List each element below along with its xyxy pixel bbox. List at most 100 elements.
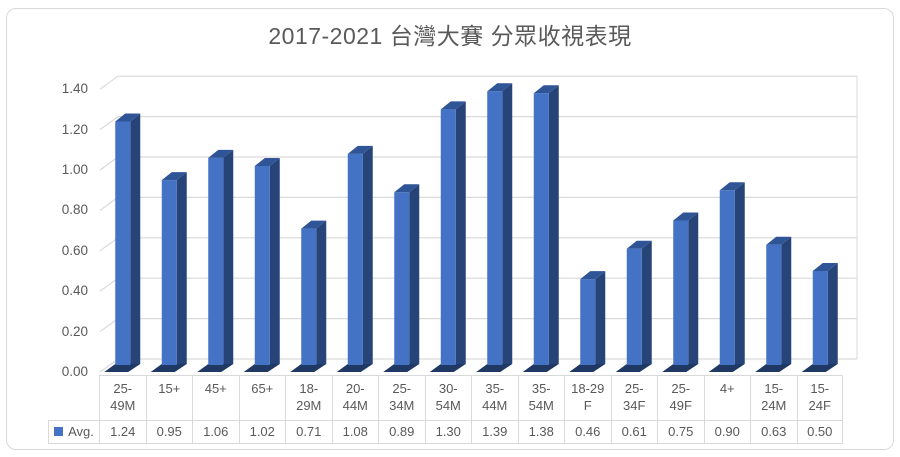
bar-15+[interactable]: [150, 172, 187, 372]
bar-30-54M[interactable]: [429, 101, 466, 372]
bar-front-face: [487, 91, 503, 365]
bar-front-face: [394, 192, 410, 365]
bar-bottom-face: [801, 364, 838, 372]
series-marker-icon: [54, 427, 64, 436]
bar-top-face: [440, 101, 466, 110]
bar-top-face: [766, 236, 792, 245]
bar-side-face: [641, 240, 652, 364]
category-header-cell: 25- 49F: [657, 375, 704, 420]
bar-18-29M[interactable]: [290, 220, 327, 372]
bar-bottom-face: [336, 364, 373, 372]
bar-side-face: [827, 263, 838, 364]
bar-front-face: [626, 248, 642, 365]
bar-18-29F[interactable]: [569, 271, 606, 372]
category-header-cell: 25- 34M: [378, 375, 425, 420]
bar-35-44M[interactable]: [476, 83, 513, 372]
value-cell: 1.02: [238, 420, 285, 444]
bar-bottom-face: [243, 364, 280, 372]
gridline: [99, 115, 857, 131]
bar-front-face: [580, 279, 596, 365]
category-header-cell: 25- 34F: [610, 375, 657, 420]
series-name: Avg.: [68, 424, 94, 439]
gridline: [99, 75, 857, 90]
bar-25-49F[interactable]: [662, 212, 699, 373]
bar-front-face: [719, 190, 735, 365]
bar-bottom-face: [383, 364, 420, 372]
bar-25-34M[interactable]: [383, 184, 420, 372]
bar-front-face: [347, 153, 363, 365]
bar-top-face: [487, 83, 513, 92]
bar-bottom-face: [429, 364, 466, 372]
bar-front-face: [254, 165, 270, 365]
bar-top-face: [626, 240, 652, 249]
bar-side-face: [548, 85, 559, 365]
bar-side-face: [781, 236, 792, 364]
bar-4+[interactable]: [708, 182, 745, 372]
bar-top-face: [719, 182, 745, 191]
category-header-cell: 15- 24M: [750, 375, 797, 420]
bar-bottom-face: [569, 364, 606, 372]
bar-front-face: [208, 157, 224, 365]
data-table: 25- 49M 15+ 45+ 65+ 18- 29M 20- 44M 25- 34M 30-…: [48, 375, 843, 444]
value-cell: 1.38: [517, 420, 564, 444]
y-axis-label: 1.00: [61, 162, 88, 177]
bar-20-44M[interactable]: [336, 145, 373, 372]
table-corner-spacer: [48, 375, 99, 420]
category-header-cell: 45+: [192, 375, 239, 420]
bar-top-face: [394, 184, 420, 193]
bar-front-face: [673, 220, 689, 365]
bar-15-24M[interactable]: [755, 236, 792, 372]
bar-25-34F[interactable]: [615, 240, 652, 372]
value-cell: 0.63: [750, 420, 797, 444]
bar-side-face: [269, 157, 280, 364]
y-axis-label: 0.00: [61, 364, 88, 379]
chart-title: 2017-2021 台灣大賽 分眾收視表現: [268, 23, 632, 49]
value-cell: 0.46: [564, 420, 611, 444]
bar-bottom-face: [150, 364, 187, 372]
bar-bottom-face: [755, 364, 792, 372]
y-axis-label: 0.40: [61, 283, 88, 299]
bar-side-face: [688, 212, 699, 364]
y-axis-label: 0.80: [61, 202, 88, 218]
bar-side-face: [455, 101, 466, 365]
bar-front-face: [301, 228, 317, 365]
value-cell: 0.61: [610, 420, 657, 444]
y-axis-label: 1.40: [61, 81, 88, 97]
bar-side-face: [409, 184, 420, 364]
value-cell: 0.50: [796, 420, 843, 444]
value-cell: 1.30: [424, 420, 471, 444]
bar-top-face: [673, 212, 699, 221]
y-axis-label: 1.20: [61, 121, 88, 137]
bar-bottom-face: [708, 364, 745, 372]
bar-top-face: [161, 172, 187, 181]
bar-45+[interactable]: [197, 149, 234, 372]
value-cell: 1.06: [192, 420, 239, 444]
bar-front-face: [161, 180, 177, 365]
legend-cell: Avg.: [48, 420, 99, 444]
bar-side-face: [502, 83, 513, 364]
bar-top-face: [254, 157, 280, 166]
bar-side-face: [223, 149, 234, 364]
bar-front-face: [533, 93, 549, 366]
bar-top-face: [580, 271, 606, 280]
bar-side-face: [595, 271, 606, 364]
bar-side-face: [130, 113, 141, 365]
category-header-cell: 15+: [145, 375, 192, 420]
bar-front-face: [766, 244, 782, 365]
bar-bottom-face: [197, 364, 234, 372]
category-header-cell: 25- 49M: [99, 375, 146, 420]
value-cell: 0.89: [378, 420, 425, 444]
bar-15-24F[interactable]: [801, 263, 838, 372]
bar-side-face: [176, 172, 187, 364]
category-header-cell: 35- 44M: [471, 375, 518, 420]
bar-bottom-face: [662, 364, 699, 372]
bar-top-face: [115, 113, 141, 122]
bar-25-49M[interactable]: [104, 113, 141, 372]
bar-65+[interactable]: [243, 157, 280, 372]
bar-bottom-face: [290, 364, 327, 372]
bar-35-54M[interactable]: [522, 85, 559, 372]
bar-front-face: [812, 271, 828, 365]
bar-bottom-face: [615, 364, 652, 372]
